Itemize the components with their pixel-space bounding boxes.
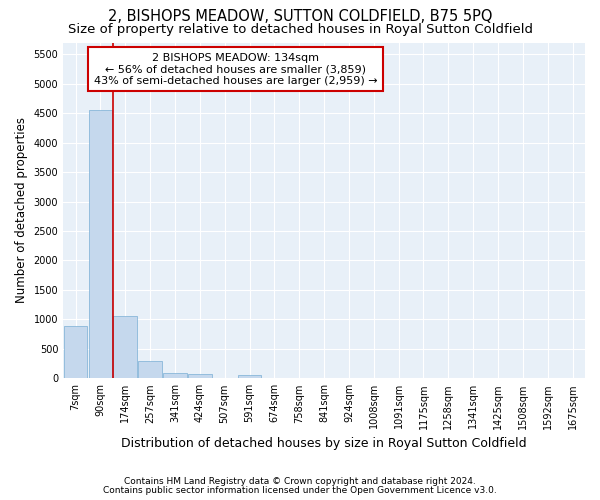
Bar bbox=[163, 373, 187, 378]
Bar bbox=[113, 316, 137, 378]
Text: Contains public sector information licensed under the Open Government Licence v3: Contains public sector information licen… bbox=[103, 486, 497, 495]
Text: 2, BISHOPS MEADOW, SUTTON COLDFIELD, B75 5PQ: 2, BISHOPS MEADOW, SUTTON COLDFIELD, B75… bbox=[108, 9, 492, 24]
Bar bbox=[64, 326, 88, 378]
Bar bbox=[89, 110, 112, 378]
Bar bbox=[188, 374, 212, 378]
Y-axis label: Number of detached properties: Number of detached properties bbox=[15, 118, 28, 304]
X-axis label: Distribution of detached houses by size in Royal Sutton Coldfield: Distribution of detached houses by size … bbox=[121, 437, 527, 450]
Bar bbox=[139, 361, 162, 378]
Bar bbox=[238, 375, 262, 378]
Text: Size of property relative to detached houses in Royal Sutton Coldfield: Size of property relative to detached ho… bbox=[67, 22, 533, 36]
Text: Contains HM Land Registry data © Crown copyright and database right 2024.: Contains HM Land Registry data © Crown c… bbox=[124, 478, 476, 486]
Text: 2 BISHOPS MEADOW: 134sqm
← 56% of detached houses are smaller (3,859)
43% of sem: 2 BISHOPS MEADOW: 134sqm ← 56% of detach… bbox=[94, 52, 377, 86]
